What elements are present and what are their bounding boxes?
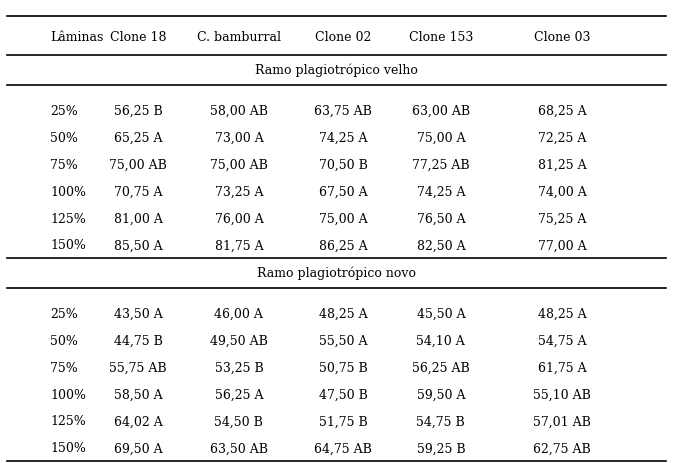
- Text: 68,25 A: 68,25 A: [538, 105, 586, 118]
- Text: 50%: 50%: [50, 335, 78, 348]
- Text: 25%: 25%: [50, 308, 78, 321]
- Text: 63,75 AB: 63,75 AB: [314, 105, 372, 118]
- Text: 74,25 A: 74,25 A: [417, 186, 465, 199]
- Text: 55,75 AB: 55,75 AB: [109, 362, 167, 375]
- Text: 44,75 B: 44,75 B: [114, 335, 162, 348]
- Text: 46,00 A: 46,00 A: [215, 308, 263, 321]
- Text: 73,25 A: 73,25 A: [215, 186, 263, 199]
- Text: 54,10 A: 54,10 A: [417, 335, 465, 348]
- Text: 53,25 B: 53,25 B: [215, 362, 263, 375]
- Text: 75%: 75%: [50, 159, 78, 172]
- Text: 50,75 B: 50,75 B: [319, 362, 367, 375]
- Text: 56,25 AB: 56,25 AB: [412, 362, 470, 375]
- Text: 47,50 B: 47,50 B: [319, 388, 367, 401]
- Text: 74,25 A: 74,25 A: [319, 132, 367, 145]
- Text: Ramo plagiotrópico velho: Ramo plagiotrópico velho: [255, 63, 418, 77]
- Text: 70,75 A: 70,75 A: [114, 186, 162, 199]
- Text: 100%: 100%: [50, 388, 86, 401]
- Text: Ramo plagiotrópico novo: Ramo plagiotrópico novo: [257, 267, 416, 280]
- Text: 56,25 A: 56,25 A: [215, 388, 263, 401]
- Text: Clone 03: Clone 03: [534, 31, 590, 44]
- Text: 43,50 A: 43,50 A: [114, 308, 162, 321]
- Text: Clone 18: Clone 18: [110, 31, 166, 44]
- Text: 54,50 B: 54,50 B: [215, 415, 263, 428]
- Text: 25%: 25%: [50, 105, 78, 118]
- Text: 48,25 A: 48,25 A: [538, 308, 586, 321]
- Text: 81,25 A: 81,25 A: [538, 159, 586, 172]
- Text: 85,50 A: 85,50 A: [114, 239, 162, 252]
- Text: 67,50 A: 67,50 A: [319, 186, 367, 199]
- Text: 54,75 A: 54,75 A: [538, 335, 586, 348]
- Text: 125%: 125%: [50, 213, 86, 225]
- Text: 61,75 A: 61,75 A: [538, 362, 586, 375]
- Text: 56,25 B: 56,25 B: [114, 105, 162, 118]
- Text: 51,75 B: 51,75 B: [319, 415, 367, 428]
- Text: 75,00 A: 75,00 A: [417, 132, 465, 145]
- Text: C. bamburral: C. bamburral: [197, 31, 281, 44]
- Text: 69,50 A: 69,50 A: [114, 442, 162, 455]
- Text: 73,00 A: 73,00 A: [215, 132, 263, 145]
- Text: 62,75 AB: 62,75 AB: [533, 442, 591, 455]
- Text: Clone 153: Clone 153: [409, 31, 473, 44]
- Text: 45,50 A: 45,50 A: [417, 308, 465, 321]
- Text: 58,50 A: 58,50 A: [114, 388, 162, 401]
- Text: 57,01 AB: 57,01 AB: [533, 415, 591, 428]
- Text: 54,75 B: 54,75 B: [417, 415, 465, 428]
- Text: 63,00 AB: 63,00 AB: [412, 105, 470, 118]
- Text: 125%: 125%: [50, 415, 86, 428]
- Text: 86,25 A: 86,25 A: [319, 239, 367, 252]
- Text: 75,25 A: 75,25 A: [538, 213, 586, 225]
- Text: 70,50 B: 70,50 B: [319, 159, 367, 172]
- Text: 63,50 AB: 63,50 AB: [210, 442, 268, 455]
- Text: 100%: 100%: [50, 186, 86, 199]
- Text: 150%: 150%: [50, 239, 86, 252]
- Text: 64,75 AB: 64,75 AB: [314, 442, 372, 455]
- Text: 72,25 A: 72,25 A: [538, 132, 586, 145]
- Text: 81,00 A: 81,00 A: [114, 213, 162, 225]
- Text: Clone 02: Clone 02: [315, 31, 371, 44]
- Text: 76,50 A: 76,50 A: [417, 213, 465, 225]
- Text: 76,00 A: 76,00 A: [215, 213, 263, 225]
- Text: 75,00 A: 75,00 A: [319, 213, 367, 225]
- Text: 77,25 AB: 77,25 AB: [412, 159, 470, 172]
- Text: 74,00 A: 74,00 A: [538, 186, 586, 199]
- Text: 77,00 A: 77,00 A: [538, 239, 586, 252]
- Text: 75,00 AB: 75,00 AB: [210, 159, 268, 172]
- Text: 55,10 AB: 55,10 AB: [533, 388, 591, 401]
- Text: 49,50 AB: 49,50 AB: [210, 335, 268, 348]
- Text: 58,00 AB: 58,00 AB: [210, 105, 268, 118]
- Text: 150%: 150%: [50, 442, 86, 455]
- Text: 75,00 AB: 75,00 AB: [109, 159, 167, 172]
- Text: 82,50 A: 82,50 A: [417, 239, 465, 252]
- Text: 59,25 B: 59,25 B: [417, 442, 465, 455]
- Text: 64,02 A: 64,02 A: [114, 415, 162, 428]
- Text: 50%: 50%: [50, 132, 78, 145]
- Text: 75%: 75%: [50, 362, 78, 375]
- Text: 48,25 A: 48,25 A: [319, 308, 367, 321]
- Text: Lâminas: Lâminas: [50, 31, 104, 44]
- Text: 59,50 A: 59,50 A: [417, 388, 465, 401]
- Text: 65,25 A: 65,25 A: [114, 132, 162, 145]
- Text: 55,50 A: 55,50 A: [319, 335, 367, 348]
- Text: 81,75 A: 81,75 A: [215, 239, 263, 252]
